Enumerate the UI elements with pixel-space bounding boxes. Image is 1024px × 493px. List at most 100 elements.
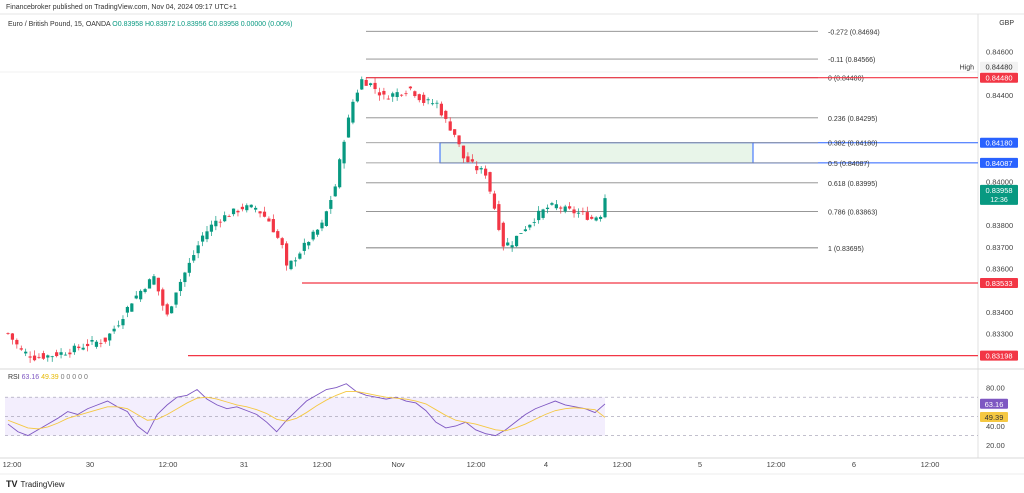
candle-body (152, 276, 156, 285)
candle-body (10, 333, 15, 340)
candle-body (63, 354, 68, 356)
last-price-tag-bg (980, 184, 1018, 205)
candle-body (351, 101, 355, 123)
candle-body (174, 292, 178, 305)
fib-level-label: 0.618 (0.83995) (828, 181, 877, 188)
time-tick-label: Nov (391, 460, 405, 469)
rsi-ma-line (7, 390, 606, 432)
rsi-value-tag-label: 63.16 (985, 400, 1004, 409)
currency-label[interactable]: GBP (999, 20, 1014, 27)
candle-body (408, 86, 413, 89)
candle-body (501, 222, 505, 247)
price-tick-label: 0.84000 (986, 178, 1013, 187)
high-tag: High (960, 65, 975, 72)
candle-body (510, 245, 514, 248)
price-tick-label: 0.83600 (986, 264, 1013, 273)
candle-body (192, 255, 196, 261)
price-tick-label: 0.84400 (986, 91, 1013, 100)
rsi-tick-label: 40.00 (986, 422, 1005, 431)
time-tick-label: 30 (86, 460, 94, 469)
candle-body (59, 352, 63, 355)
candle-body (333, 186, 337, 197)
candle-body (289, 260, 293, 270)
price-tag-bg (980, 72, 1018, 83)
zone-price-tag-label: 0.84087 (985, 159, 1012, 168)
candle-body (108, 333, 112, 341)
candle-body (550, 203, 554, 205)
candle-body (94, 341, 99, 347)
candle-body (470, 159, 474, 162)
candle-body (435, 102, 439, 104)
zone-price-tag-bg (980, 157, 1018, 168)
candle-body (165, 304, 169, 315)
rsi-tick-label: 20.00 (986, 441, 1005, 450)
rsi-value-tag-label: 49.39 (985, 413, 1004, 422)
rsi-name: RSI (8, 374, 20, 381)
candle-body (519, 233, 523, 234)
last-price-label: 0.83958 (985, 186, 1012, 195)
candle-body (399, 94, 404, 96)
time-tick-label: 12:00 (313, 460, 332, 469)
candle-body (161, 289, 165, 306)
candle-body (139, 290, 143, 300)
fib-level-label: -0.11 (0.84566) (828, 57, 875, 64)
candle-body (342, 141, 346, 164)
candle-body (254, 207, 258, 210)
candle-body (81, 347, 85, 350)
rsi-legend: RSI 63.16 49.39 0 0 0 0 0 (8, 374, 88, 381)
candle-body (227, 216, 231, 218)
symbol-name: Euro / British Pound, 15, OANDA (8, 21, 111, 28)
candle-body (223, 215, 227, 222)
rsi-value-tag-bg (980, 398, 1008, 409)
candle-body (514, 235, 519, 247)
price-tag-bg (980, 350, 1018, 361)
candle-body (209, 224, 214, 232)
candle-body (492, 193, 497, 209)
candle-body (50, 356, 54, 358)
symbol-legend: Euro / British Pound, 15, OANDA O0.83958… (8, 21, 292, 28)
candle-body (364, 79, 368, 86)
fib-level-label: 0.5 (0.84087) (828, 161, 870, 168)
candle-body (37, 356, 41, 358)
time-tick-label: 5 (698, 460, 702, 469)
candle-body (426, 99, 430, 101)
price-tick-label: 0.83800 (986, 221, 1013, 230)
candle-body (523, 229, 527, 232)
candle-body (528, 224, 532, 228)
candle-body (143, 289, 147, 292)
candle-body (311, 231, 315, 240)
candle-body (545, 207, 550, 210)
candle-body (585, 212, 589, 220)
candle-body (68, 352, 72, 355)
candle-body (568, 206, 572, 209)
tradingview-name: TradingView (20, 479, 65, 489)
time-tick-label: 31 (240, 460, 248, 469)
candle-body (293, 260, 298, 262)
time-tick-label: 12:00 (159, 460, 178, 469)
price-tag-label: 0.83533 (985, 279, 1012, 288)
candle-body (497, 204, 501, 230)
candle-body (214, 220, 218, 227)
candle-body (324, 211, 328, 226)
candle-body (391, 93, 395, 97)
candle-body (329, 200, 333, 209)
fib-level-label: 1 (0.83695) (828, 246, 864, 253)
time-tick-label: 12:00 (921, 460, 940, 469)
rsi-ma-value: 49.39 (41, 374, 59, 381)
candle-body (24, 351, 28, 354)
candle-body (320, 222, 324, 229)
price-tick-label: 0.84600 (986, 48, 1013, 57)
candle-body (537, 210, 541, 221)
candle-body (187, 262, 191, 273)
candle-body (338, 159, 342, 188)
candle-body (178, 281, 183, 292)
candle-body (134, 295, 138, 299)
tradingview-brand[interactable]: TV TradingView (6, 479, 65, 489)
price-tick-label: 0.83300 (986, 329, 1013, 338)
rsi-tick-label: 80.00 (986, 384, 1005, 393)
candle-body (315, 229, 320, 235)
candle-body (258, 211, 262, 214)
candle-body (276, 231, 280, 238)
price-tag-label: 0.84480 (985, 74, 1012, 83)
